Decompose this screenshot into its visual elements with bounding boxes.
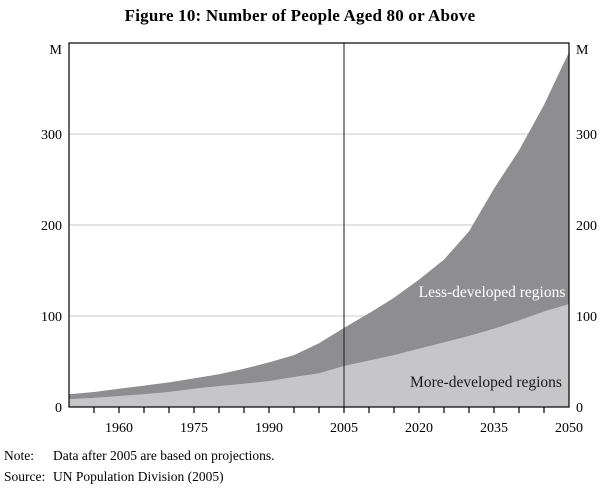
source: Source: UN Population Division (2005) xyxy=(4,469,224,485)
y-tick-label-right-200: 200 xyxy=(576,219,597,234)
x-tick-label-2035: 2035 xyxy=(480,421,508,436)
note-text: Data after 2005 are based on projections… xyxy=(53,448,275,463)
y-tick-label-left-300: 300 xyxy=(41,128,62,143)
y-tick-label-left-100: 100 xyxy=(41,310,62,325)
source-label: Source: xyxy=(4,469,46,484)
stacked-area-chart: 0 100 200 300 0 100 200 300 1960 1975 1990 2005 20… xyxy=(41,42,597,436)
series-label-more-developed: More-developed regions xyxy=(410,374,562,391)
source-text: UN Population Division (2005) xyxy=(53,469,224,484)
y-tick-label-right-300: 300 xyxy=(576,128,597,143)
note-label: Note: xyxy=(4,448,34,463)
y-tick-label-right-100: 100 xyxy=(576,310,597,325)
x-tick-label-2020: 2020 xyxy=(405,421,433,436)
y-tick-label-right-0: 0 xyxy=(576,401,583,416)
x-axis-ticks xyxy=(93,407,545,413)
area-series xyxy=(69,52,569,407)
area-less-developed xyxy=(69,52,569,400)
y-axis-labels-right: 0 100 200 300 xyxy=(576,128,597,416)
chart-title: Figure 10: Number of People Aged 80 or A… xyxy=(124,6,476,25)
x-tick-label-2005: 2005 xyxy=(330,421,358,436)
y-tick-label-left-0: 0 xyxy=(55,401,62,416)
y-axis-labels-left: 0 100 200 300 xyxy=(41,128,62,416)
y-axis-unit-left: M xyxy=(50,43,63,58)
x-axis-labels: 1960 1975 1990 2005 2020 2035 2050 xyxy=(105,421,583,436)
x-tick-label-1975: 1975 xyxy=(180,421,208,436)
y-tick-label-left-200: 200 xyxy=(41,219,62,234)
x-tick-label-2050: 2050 xyxy=(555,421,583,436)
note: Note: Data after 2005 are based on projec… xyxy=(4,448,275,464)
y-axis-unit-right: M xyxy=(576,43,589,58)
x-tick-label-1990: 1990 xyxy=(255,421,283,436)
series-label-less-developed: Less-developed regions xyxy=(419,284,566,301)
x-tick-label-1960: 1960 xyxy=(105,421,133,436)
area-more-developed xyxy=(69,304,569,407)
